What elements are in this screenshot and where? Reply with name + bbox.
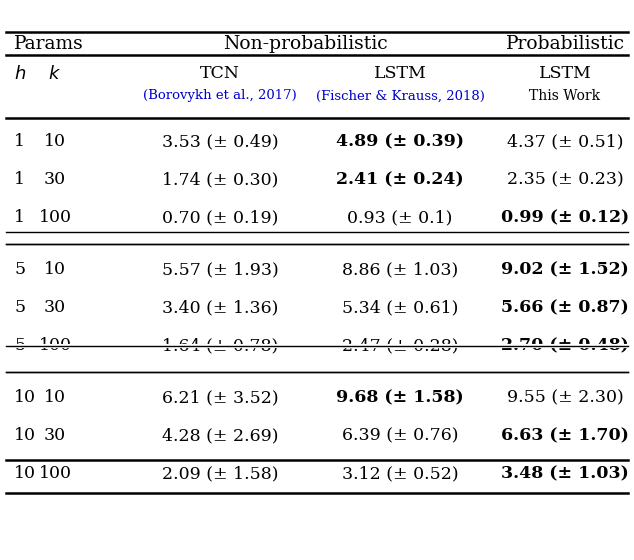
Text: 4.28 (± 2.69): 4.28 (± 2.69) [162,427,278,445]
Text: 100: 100 [39,209,72,226]
Text: 5.66 (± 0.87): 5.66 (± 0.87) [501,300,629,316]
Text: $h$: $h$ [14,65,26,83]
Text: 10: 10 [14,427,36,445]
Text: Non-probabilistic: Non-probabilistic [223,35,387,53]
Text: 30: 30 [44,300,66,316]
Text: 6.39 (± 0.76): 6.39 (± 0.76) [342,427,458,445]
Text: 5: 5 [14,338,25,354]
Text: 2.41 (± 0.24): 2.41 (± 0.24) [336,171,464,189]
Text: (Borovykh et al., 2017): (Borovykh et al., 2017) [143,90,297,102]
Text: 3.48 (± 1.03): 3.48 (± 1.03) [501,465,629,483]
Text: 2.70 (± 0.48): 2.70 (± 0.48) [501,338,629,354]
Text: 5: 5 [14,262,25,278]
Text: 30: 30 [44,427,66,445]
Text: 100: 100 [39,465,72,483]
Text: Params: Params [14,35,84,53]
Text: Probabilistic: Probabilistic [505,35,624,53]
Text: 1: 1 [14,171,25,189]
Text: 10: 10 [44,390,66,407]
Text: 3.40 (± 1.36): 3.40 (± 1.36) [162,300,278,316]
Text: 9.02 (± 1.52): 9.02 (± 1.52) [501,262,629,278]
Text: 1.74 (± 0.30): 1.74 (± 0.30) [162,171,278,189]
Text: This Work: This Work [529,89,600,103]
Text: TCN: TCN [200,66,240,82]
Text: 1: 1 [14,209,25,226]
Text: 2.47 (± 0.28): 2.47 (± 0.28) [342,338,458,354]
Text: 4.37 (± 0.51): 4.37 (± 0.51) [507,133,623,151]
Text: LSTM: LSTM [538,66,592,82]
Text: (Fischer & Krauss, 2018): (Fischer & Krauss, 2018) [316,90,484,102]
Text: 0.93 (± 0.1): 0.93 (± 0.1) [347,209,453,226]
Text: 5.57 (± 1.93): 5.57 (± 1.93) [162,262,278,278]
Text: 10: 10 [44,262,66,278]
Text: LSTM: LSTM [373,66,427,82]
Text: 2.35 (± 0.23): 2.35 (± 0.23) [507,171,623,189]
Text: 1: 1 [14,133,25,151]
Text: $k$: $k$ [48,65,61,83]
Text: 5.34 (± 0.61): 5.34 (± 0.61) [342,300,458,316]
Text: 3.12 (± 0.52): 3.12 (± 0.52) [342,465,458,483]
Text: 30: 30 [44,171,66,189]
Text: 4.89 (± 0.39): 4.89 (± 0.39) [336,133,464,151]
Text: 6.21 (± 3.52): 6.21 (± 3.52) [162,390,278,407]
Text: 10: 10 [14,390,36,407]
Text: 0.99 (± 0.12): 0.99 (± 0.12) [501,209,629,226]
Text: 2.09 (± 1.58): 2.09 (± 1.58) [162,465,278,483]
Text: 8.86 (± 1.03): 8.86 (± 1.03) [342,262,458,278]
Text: 0.70 (± 0.19): 0.70 (± 0.19) [162,209,278,226]
Text: 10: 10 [44,133,66,151]
Text: 1.64 (± 0.78): 1.64 (± 0.78) [162,338,278,354]
Text: 10: 10 [14,465,36,483]
Text: 3.53 (± 0.49): 3.53 (± 0.49) [162,133,278,151]
Text: 9.68 (± 1.58): 9.68 (± 1.58) [336,390,464,407]
Text: 6.63 (± 1.70): 6.63 (± 1.70) [501,427,629,445]
Text: 5: 5 [14,300,25,316]
Text: 9.55 (± 2.30): 9.55 (± 2.30) [507,390,623,407]
Text: 100: 100 [39,338,72,354]
